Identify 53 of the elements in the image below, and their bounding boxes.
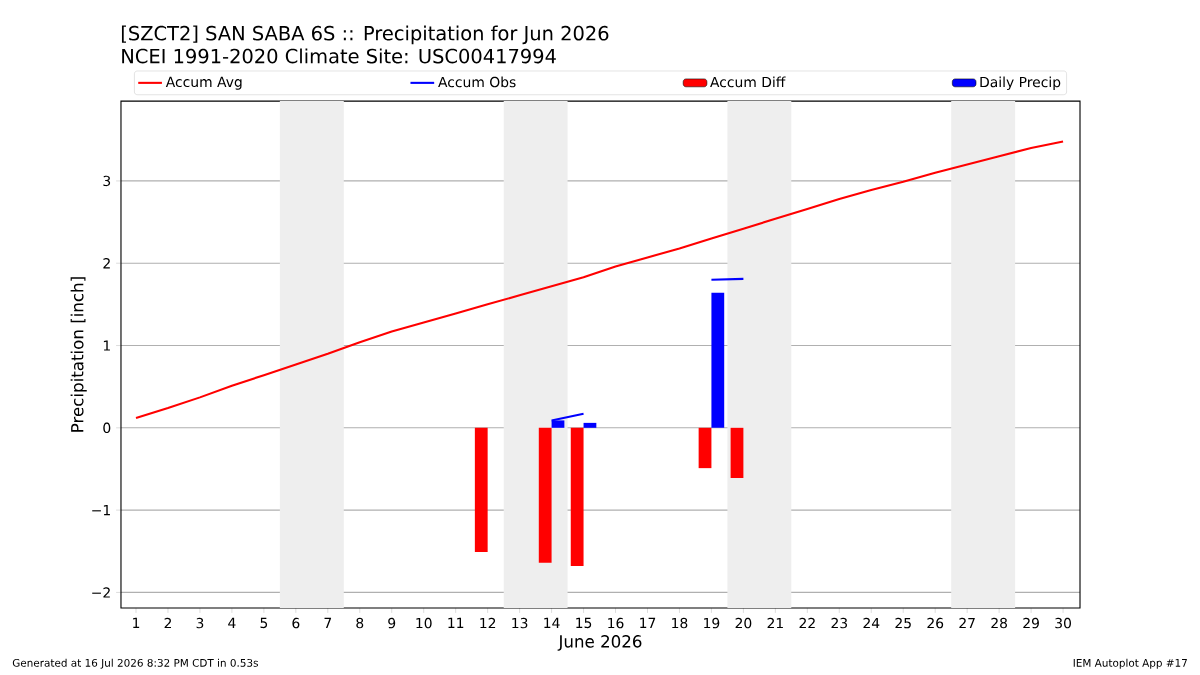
x-tick-label: 19 xyxy=(704,617,720,629)
x-tick-label: 10 xyxy=(416,617,432,629)
x-tick-label: 8 xyxy=(356,617,364,629)
text: Generated at 16 Jul 2026 8:32 PM CDT in 0.53s xyxy=(12,658,258,669)
bar xyxy=(730,427,744,479)
chart-title: [SZCT2] SAN SABA 6S :: Precipitation for Jun 2026 xyxy=(121,25,609,45)
y-tick-label: 1 xyxy=(103,340,110,351)
x-tick-label: 26 xyxy=(927,617,944,629)
x-tick-label: 30 xyxy=(1055,617,1071,629)
x-tick-label: 21 xyxy=(767,617,783,629)
bar xyxy=(538,427,552,563)
x-tick-label: 7 xyxy=(324,617,332,628)
x-tick-label: 16 xyxy=(608,617,624,629)
x-tick-label: 24 xyxy=(863,617,880,629)
y-tick-label: −1 xyxy=(92,505,110,516)
x-tick-label: 29 xyxy=(1023,617,1039,629)
x-tick-label: 15 xyxy=(576,617,592,629)
legend-label: Daily Precip xyxy=(980,76,1061,90)
legend-label: Accum Obs xyxy=(438,76,516,88)
x-tick-label: 23 xyxy=(831,617,848,629)
x-tick-label: 1 xyxy=(133,617,140,628)
x-tick-label: 27 xyxy=(959,617,975,629)
x-tick-label: 5 xyxy=(260,617,268,629)
text: IEM Autoplot App #17 xyxy=(1073,658,1187,669)
x-tick-label: 12 xyxy=(480,617,496,629)
y-tick-label: −2 xyxy=(92,587,110,598)
x-tick-label: 17 xyxy=(640,617,656,628)
x-tick-label: 22 xyxy=(799,617,815,629)
x-tick-label: 3 xyxy=(196,617,204,629)
y-tick-label: 3 xyxy=(103,175,111,187)
legend-label: Accum Avg xyxy=(165,76,242,90)
bar xyxy=(583,422,597,428)
chart-subtitle: NCEI 1991-2020 Climate Site: USC00417994 xyxy=(122,48,556,64)
legend-label: Accum Diff xyxy=(710,76,786,88)
x-tick-label: 20 xyxy=(735,617,752,629)
x-tick-label: 2 xyxy=(164,617,171,629)
x-tick-label: 28 xyxy=(991,617,1008,629)
y-axis-title: Precipitation [inch] xyxy=(70,277,87,432)
x-tick-label: 11 xyxy=(448,617,464,628)
bar xyxy=(698,427,712,469)
bar xyxy=(570,427,584,567)
x-tick-label: 4 xyxy=(228,617,236,628)
x-axis-title: June 2026 xyxy=(557,635,642,651)
x-tick-label: 9 xyxy=(388,617,396,629)
x-tick-label: 25 xyxy=(895,617,911,629)
x-tick-label: 14 xyxy=(544,617,560,628)
x-tick-label: 13 xyxy=(512,617,528,629)
bar xyxy=(474,427,488,553)
x-tick-label: 6 xyxy=(292,617,300,629)
y-tick-label: 0 xyxy=(103,422,111,434)
bar xyxy=(711,292,725,428)
y-tick-label: 2 xyxy=(103,258,110,269)
x-tick-label: 18 xyxy=(672,617,688,629)
